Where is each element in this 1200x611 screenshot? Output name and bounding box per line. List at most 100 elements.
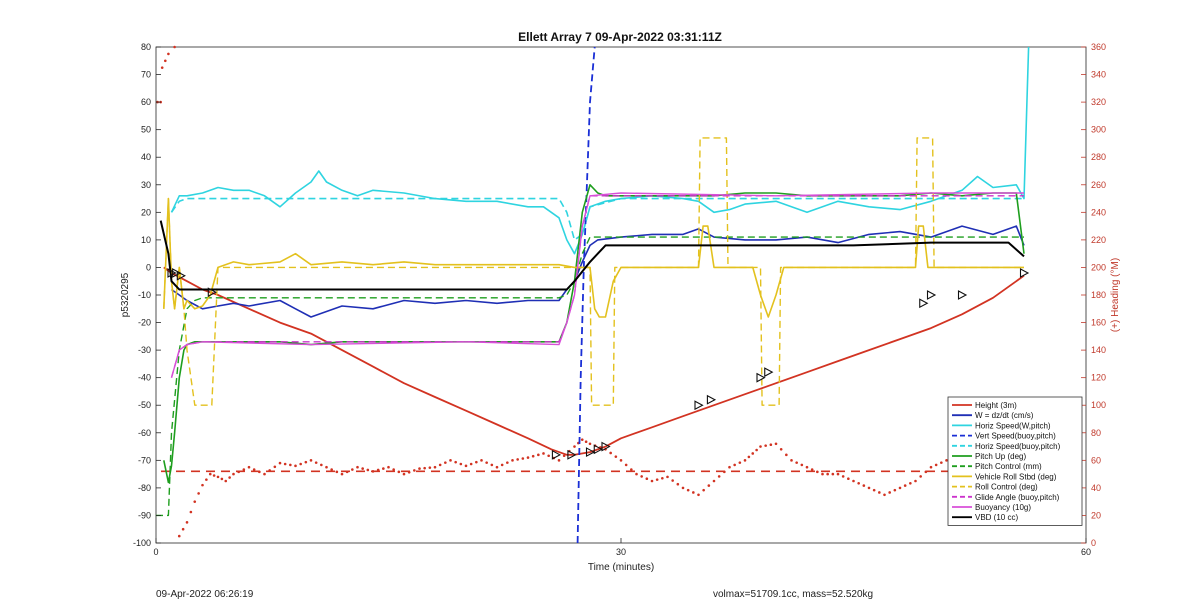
right-tick-label: 160 <box>1091 318 1106 328</box>
heading-point <box>872 488 876 492</box>
series-line-3 <box>576 46 596 544</box>
heading-point <box>738 461 742 464</box>
heading-point <box>924 470 928 474</box>
heading-point <box>351 468 354 471</box>
heading-point <box>888 491 891 494</box>
heading-point <box>751 452 755 455</box>
heading-point <box>929 465 933 469</box>
series-line-1 <box>171 225 1025 318</box>
heading-point <box>661 476 664 480</box>
heading-point <box>847 477 850 481</box>
heading-point <box>167 52 170 56</box>
heading-point <box>723 470 726 474</box>
legend-entry: Height (3m) <box>975 401 1017 410</box>
series-line-2 <box>170 46 1030 255</box>
y-tick-label: -30 <box>138 345 151 355</box>
dive-marker <box>585 447 596 457</box>
heading-point <box>883 493 886 497</box>
dive-marker <box>601 441 611 452</box>
right-tick-label: 200 <box>1091 262 1106 272</box>
heading-point <box>624 463 628 467</box>
heading-point <box>774 442 778 446</box>
y-tick-label: 70 <box>141 70 151 80</box>
heading-point <box>197 492 200 495</box>
series-line-9 <box>170 195 1024 378</box>
heading-point <box>314 461 318 464</box>
heading-point <box>914 479 917 483</box>
heading-point <box>707 484 711 487</box>
heading-point <box>733 463 736 467</box>
heading-point <box>242 468 246 471</box>
heading-point <box>557 459 561 462</box>
heading-point <box>371 470 375 473</box>
heading-point <box>340 472 344 476</box>
heading-point <box>366 468 370 472</box>
heading-point <box>459 462 463 466</box>
heading-point <box>609 451 612 455</box>
heading-point <box>402 472 406 476</box>
legend-entry: Vehicle Roll Stbd (deg) <box>975 472 1057 481</box>
heading-point <box>454 460 457 464</box>
heading-point <box>330 468 333 471</box>
heading-point <box>220 477 224 481</box>
series-line-4 <box>170 197 1024 241</box>
right-tick-label: 0 <box>1091 538 1096 548</box>
heading-point <box>475 460 478 464</box>
legend-entry: Buoyancy (10g) <box>975 503 1031 512</box>
x-tick-label: 30 <box>616 547 626 557</box>
series-line-10 <box>170 192 1024 378</box>
y-tick-label: -100 <box>133 538 151 548</box>
heading-point <box>189 510 193 514</box>
heading-point <box>289 463 292 467</box>
dive-marker <box>172 268 182 278</box>
heading-point <box>413 469 416 472</box>
dive-marker <box>926 290 937 300</box>
heading-point <box>681 486 685 490</box>
y-tick-label: -80 <box>138 483 151 493</box>
heading-point <box>630 468 633 471</box>
y-tick-label: 20 <box>141 207 151 217</box>
dive-marker <box>1019 268 1030 278</box>
heading-point <box>692 491 695 494</box>
heading-point <box>795 461 798 464</box>
legend-entry: Glide Angle (buoy,pitch) <box>975 493 1060 502</box>
heading-point <box>831 472 835 476</box>
right-tick-label: 260 <box>1091 180 1106 190</box>
heading-point <box>263 472 266 476</box>
heading-point <box>640 475 643 478</box>
heading-point <box>671 479 674 482</box>
series-line-8 <box>163 137 1024 406</box>
heading-point <box>635 472 638 476</box>
heading-point <box>511 459 514 462</box>
heading-point <box>934 463 938 467</box>
heading-point <box>376 468 380 472</box>
heading-point <box>185 521 189 524</box>
heading-point <box>805 465 809 469</box>
heading-point <box>283 462 287 466</box>
heading-series <box>156 45 1005 538</box>
heading-point <box>800 463 804 467</box>
heading-point <box>857 481 860 485</box>
heading-point <box>712 479 716 483</box>
y-tick-label: -90 <box>138 510 151 520</box>
heading-point <box>584 440 588 444</box>
heading-point <box>588 442 592 446</box>
legend-entry: Horiz Speed(W,pitch) <box>975 421 1051 430</box>
legend-entry: Vert Speed(buoy,pitch) <box>975 432 1056 441</box>
heading-point <box>919 475 922 478</box>
heading-point <box>216 475 220 479</box>
heading-point <box>345 470 349 474</box>
heading-point <box>862 484 866 487</box>
heading-point <box>449 459 452 462</box>
series-line-0 <box>163 266 1025 456</box>
x-tick-label: 0 <box>153 547 158 557</box>
heading-point <box>444 461 447 464</box>
heading-point <box>418 467 421 470</box>
dive-marker <box>176 270 186 281</box>
heading-point <box>228 476 231 479</box>
heading-point <box>224 479 228 483</box>
right-tick-label: 40 <box>1091 483 1101 493</box>
heading-point <box>407 470 411 474</box>
heading-point <box>666 475 669 479</box>
